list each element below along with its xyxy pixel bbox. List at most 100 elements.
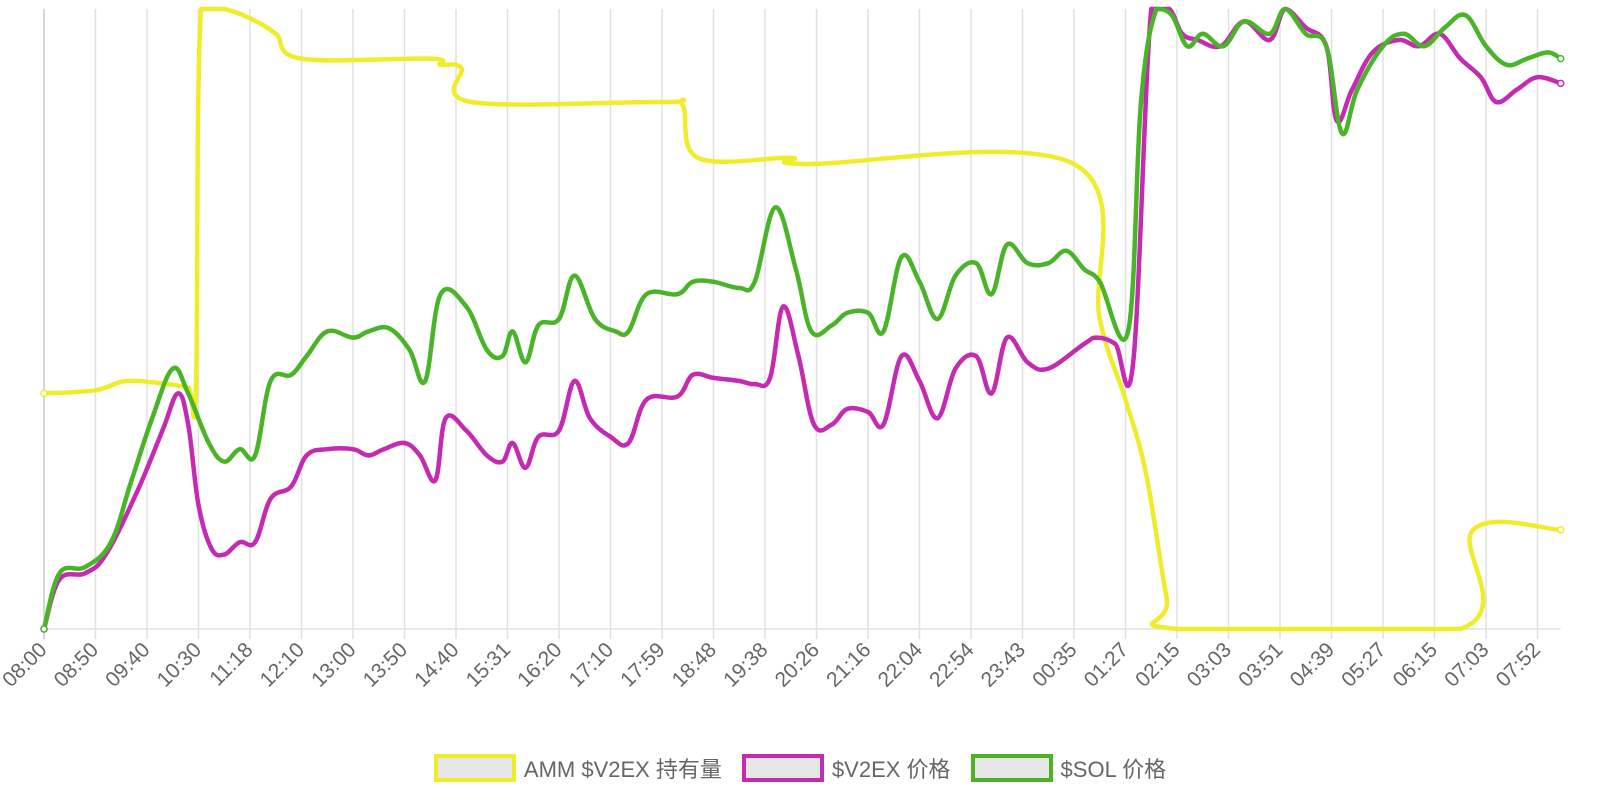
data-point[interactable]	[1470, 527, 1476, 532]
data-point[interactable]	[175, 391, 181, 396]
data-point[interactable]	[1303, 31, 1308, 36]
data-point[interactable]	[469, 99, 474, 105]
data-point[interactable]	[1200, 31, 1205, 36]
data-point[interactable]	[433, 478, 438, 483]
legend-item-v2ex-price[interactable]: $V2EX 价格	[741, 752, 951, 784]
data-point[interactable]	[1458, 56, 1463, 61]
data-point[interactable]	[953, 366, 958, 371]
data-point[interactable]	[1514, 87, 1520, 92]
data-point[interactable]	[935, 416, 940, 421]
data-point[interactable]	[149, 416, 155, 421]
data-point[interactable]	[572, 273, 577, 278]
data-point[interactable]	[737, 285, 742, 291]
data-point[interactable]	[845, 406, 850, 412]
data-point[interactable]	[366, 329, 371, 334]
data-point[interactable]	[1267, 31, 1272, 36]
data-point[interactable]	[1164, 595, 1169, 601]
data-point[interactable]	[124, 378, 129, 384]
data-point[interactable]	[40, 625, 48, 633]
data-point[interactable]	[1355, 87, 1360, 92]
data-point[interactable]	[222, 6, 227, 12]
data-point[interactable]	[170, 366, 175, 371]
data-point[interactable]	[1082, 341, 1087, 346]
data-point[interactable]	[1478, 74, 1483, 80]
data-point[interactable]	[974, 261, 979, 266]
data-point[interactable]	[1149, 6, 1154, 12]
data-point[interactable]	[289, 372, 294, 377]
data-point[interactable]	[675, 292, 680, 297]
data-point[interactable]	[193, 385, 199, 390]
data-point[interactable]	[198, 6, 204, 12]
data-point[interactable]	[1349, 87, 1355, 92]
data-point[interactable]	[428, 56, 433, 61]
data-point[interactable]	[484, 347, 490, 353]
data-point[interactable]	[268, 378, 273, 384]
data-point[interactable]	[845, 310, 850, 315]
data-point[interactable]	[899, 354, 904, 359]
data-point[interactable]	[1396, 37, 1401, 43]
data-point[interactable]	[899, 254, 904, 260]
data-point[interactable]	[1324, 44, 1329, 49]
data-point[interactable]	[1339, 130, 1344, 136]
data-point[interactable]	[1004, 335, 1010, 340]
data-point[interactable]	[443, 416, 448, 421]
data-point[interactable]	[1154, 6, 1159, 12]
data-point[interactable]	[1025, 261, 1030, 266]
data-point[interactable]	[1123, 397, 1128, 402]
data-point[interactable]	[767, 375, 773, 381]
data-point[interactable]	[222, 552, 227, 557]
data-point[interactable]	[1125, 329, 1131, 334]
data-point[interactable]	[592, 316, 598, 322]
data-point[interactable]	[556, 428, 562, 433]
data-point[interactable]	[1097, 279, 1102, 284]
data-point[interactable]	[1556, 526, 1565, 534]
data-point[interactable]	[1463, 12, 1468, 18]
data-point[interactable]	[989, 292, 994, 297]
data-point[interactable]	[711, 375, 716, 381]
data-point[interactable]	[811, 422, 817, 427]
data-point[interactable]	[752, 381, 757, 387]
data-point[interactable]	[1524, 56, 1530, 61]
data-point[interactable]	[1421, 44, 1427, 49]
data-point[interactable]	[1458, 626, 1463, 632]
data-point[interactable]	[185, 391, 191, 396]
data-point[interactable]	[299, 56, 304, 61]
data-point[interactable]	[57, 571, 62, 576]
data-point[interactable]	[1370, 50, 1375, 55]
data-point[interactable]	[608, 434, 613, 439]
data-point[interactable]	[773, 205, 778, 210]
data-point[interactable]	[1556, 54, 1565, 63]
data-point[interactable]	[417, 453, 423, 458]
data-point[interactable]	[1380, 44, 1386, 49]
data-point[interactable]	[690, 279, 696, 284]
data-point[interactable]	[788, 155, 793, 160]
data-point[interactable]	[881, 422, 886, 427]
data-point[interactable]	[917, 279, 922, 284]
data-point[interactable]	[500, 459, 505, 464]
data-point[interactable]	[690, 372, 696, 377]
data-point[interactable]	[796, 354, 801, 359]
data-point[interactable]	[626, 440, 631, 446]
data-point[interactable]	[1025, 360, 1030, 365]
data-point[interactable]	[523, 465, 528, 470]
data-point[interactable]	[1185, 44, 1190, 49]
data-point[interactable]	[82, 571, 88, 576]
data-point[interactable]	[237, 447, 242, 452]
data-point[interactable]	[680, 102, 685, 108]
data-point[interactable]	[804, 161, 809, 167]
data-point[interactable]	[626, 329, 631, 334]
data-point[interactable]	[93, 388, 98, 393]
data-point[interactable]	[350, 335, 356, 340]
data-point[interactable]	[438, 62, 443, 68]
data-point[interactable]	[464, 304, 469, 309]
data-point[interactable]	[536, 434, 541, 439]
data-point[interactable]	[402, 440, 407, 446]
data-point[interactable]	[129, 478, 134, 483]
data-point[interactable]	[644, 397, 649, 402]
data-point[interactable]	[160, 428, 165, 433]
data-point[interactable]	[809, 329, 814, 334]
data-point[interactable]	[737, 378, 742, 384]
data-point[interactable]	[268, 496, 273, 501]
legend-item-sol-price[interactable]: $SOL 价格	[970, 752, 1166, 784]
data-point[interactable]	[325, 329, 330, 334]
